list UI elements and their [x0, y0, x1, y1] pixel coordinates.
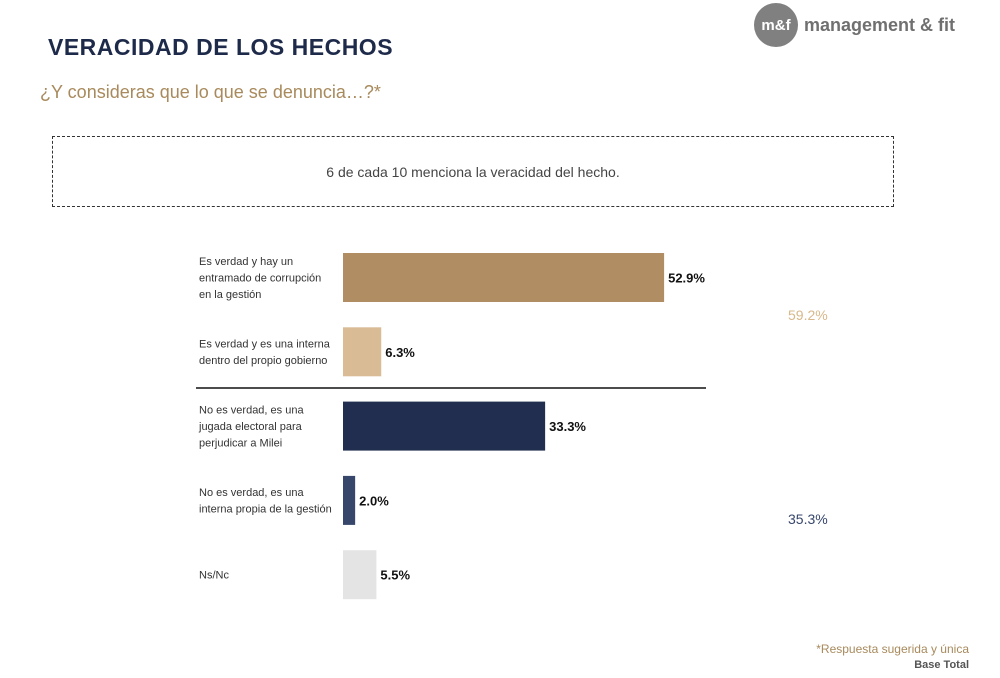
group-total-label: 59.2%: [788, 307, 828, 323]
footnote: *Respuesta sugerida y única: [816, 642, 969, 656]
brand-logo: m&f management & fit: [754, 3, 955, 47]
bar-value-label: 5.5%: [380, 568, 410, 583]
bar: [343, 475, 356, 525]
category-label: Es verdad y es una interna: [199, 339, 331, 351]
category-label: jugada electoral para: [198, 421, 303, 433]
category-label: Es verdad y hay un: [199, 256, 293, 268]
bar-value-label: 52.9%: [668, 271, 705, 286]
base-note: Base Total: [914, 659, 969, 671]
bar: [343, 253, 665, 302]
category-label: No es verdad, es una: [199, 405, 304, 417]
bar: [343, 327, 382, 377]
page-subtitle: ¿Y consideras que lo que se denuncia…?*: [40, 82, 381, 102]
page-title: VERACIDAD DE LOS HECHOS: [48, 34, 394, 60]
category-label: Ns/Nc: [199, 570, 229, 582]
category-label: dentro del propio gobierno: [199, 355, 327, 367]
category-label: interna propia de la gestión: [199, 504, 332, 516]
category-label: No es verdad, es una: [199, 487, 304, 499]
category-label: perjudicar a Milei: [199, 438, 282, 450]
bar-value-label: 2.0%: [359, 493, 389, 508]
logo-mark: m&f: [754, 3, 798, 47]
insight-callout: 6 de cada 10 menciona la veracidad del h…: [52, 136, 894, 207]
bar-value-label: 6.3%: [385, 345, 415, 360]
bar-value-label: 33.3%: [549, 419, 586, 434]
bar: [343, 401, 546, 451]
category-label: entramado de corrupción: [199, 273, 321, 285]
bar: [343, 550, 377, 600]
category-label: en la gestión: [199, 289, 261, 301]
callout-text: 6 de cada 10 menciona la veracidad del h…: [326, 163, 620, 180]
group-total-label: 35.3%: [788, 511, 828, 527]
logo-text: management & fit: [804, 14, 956, 35]
